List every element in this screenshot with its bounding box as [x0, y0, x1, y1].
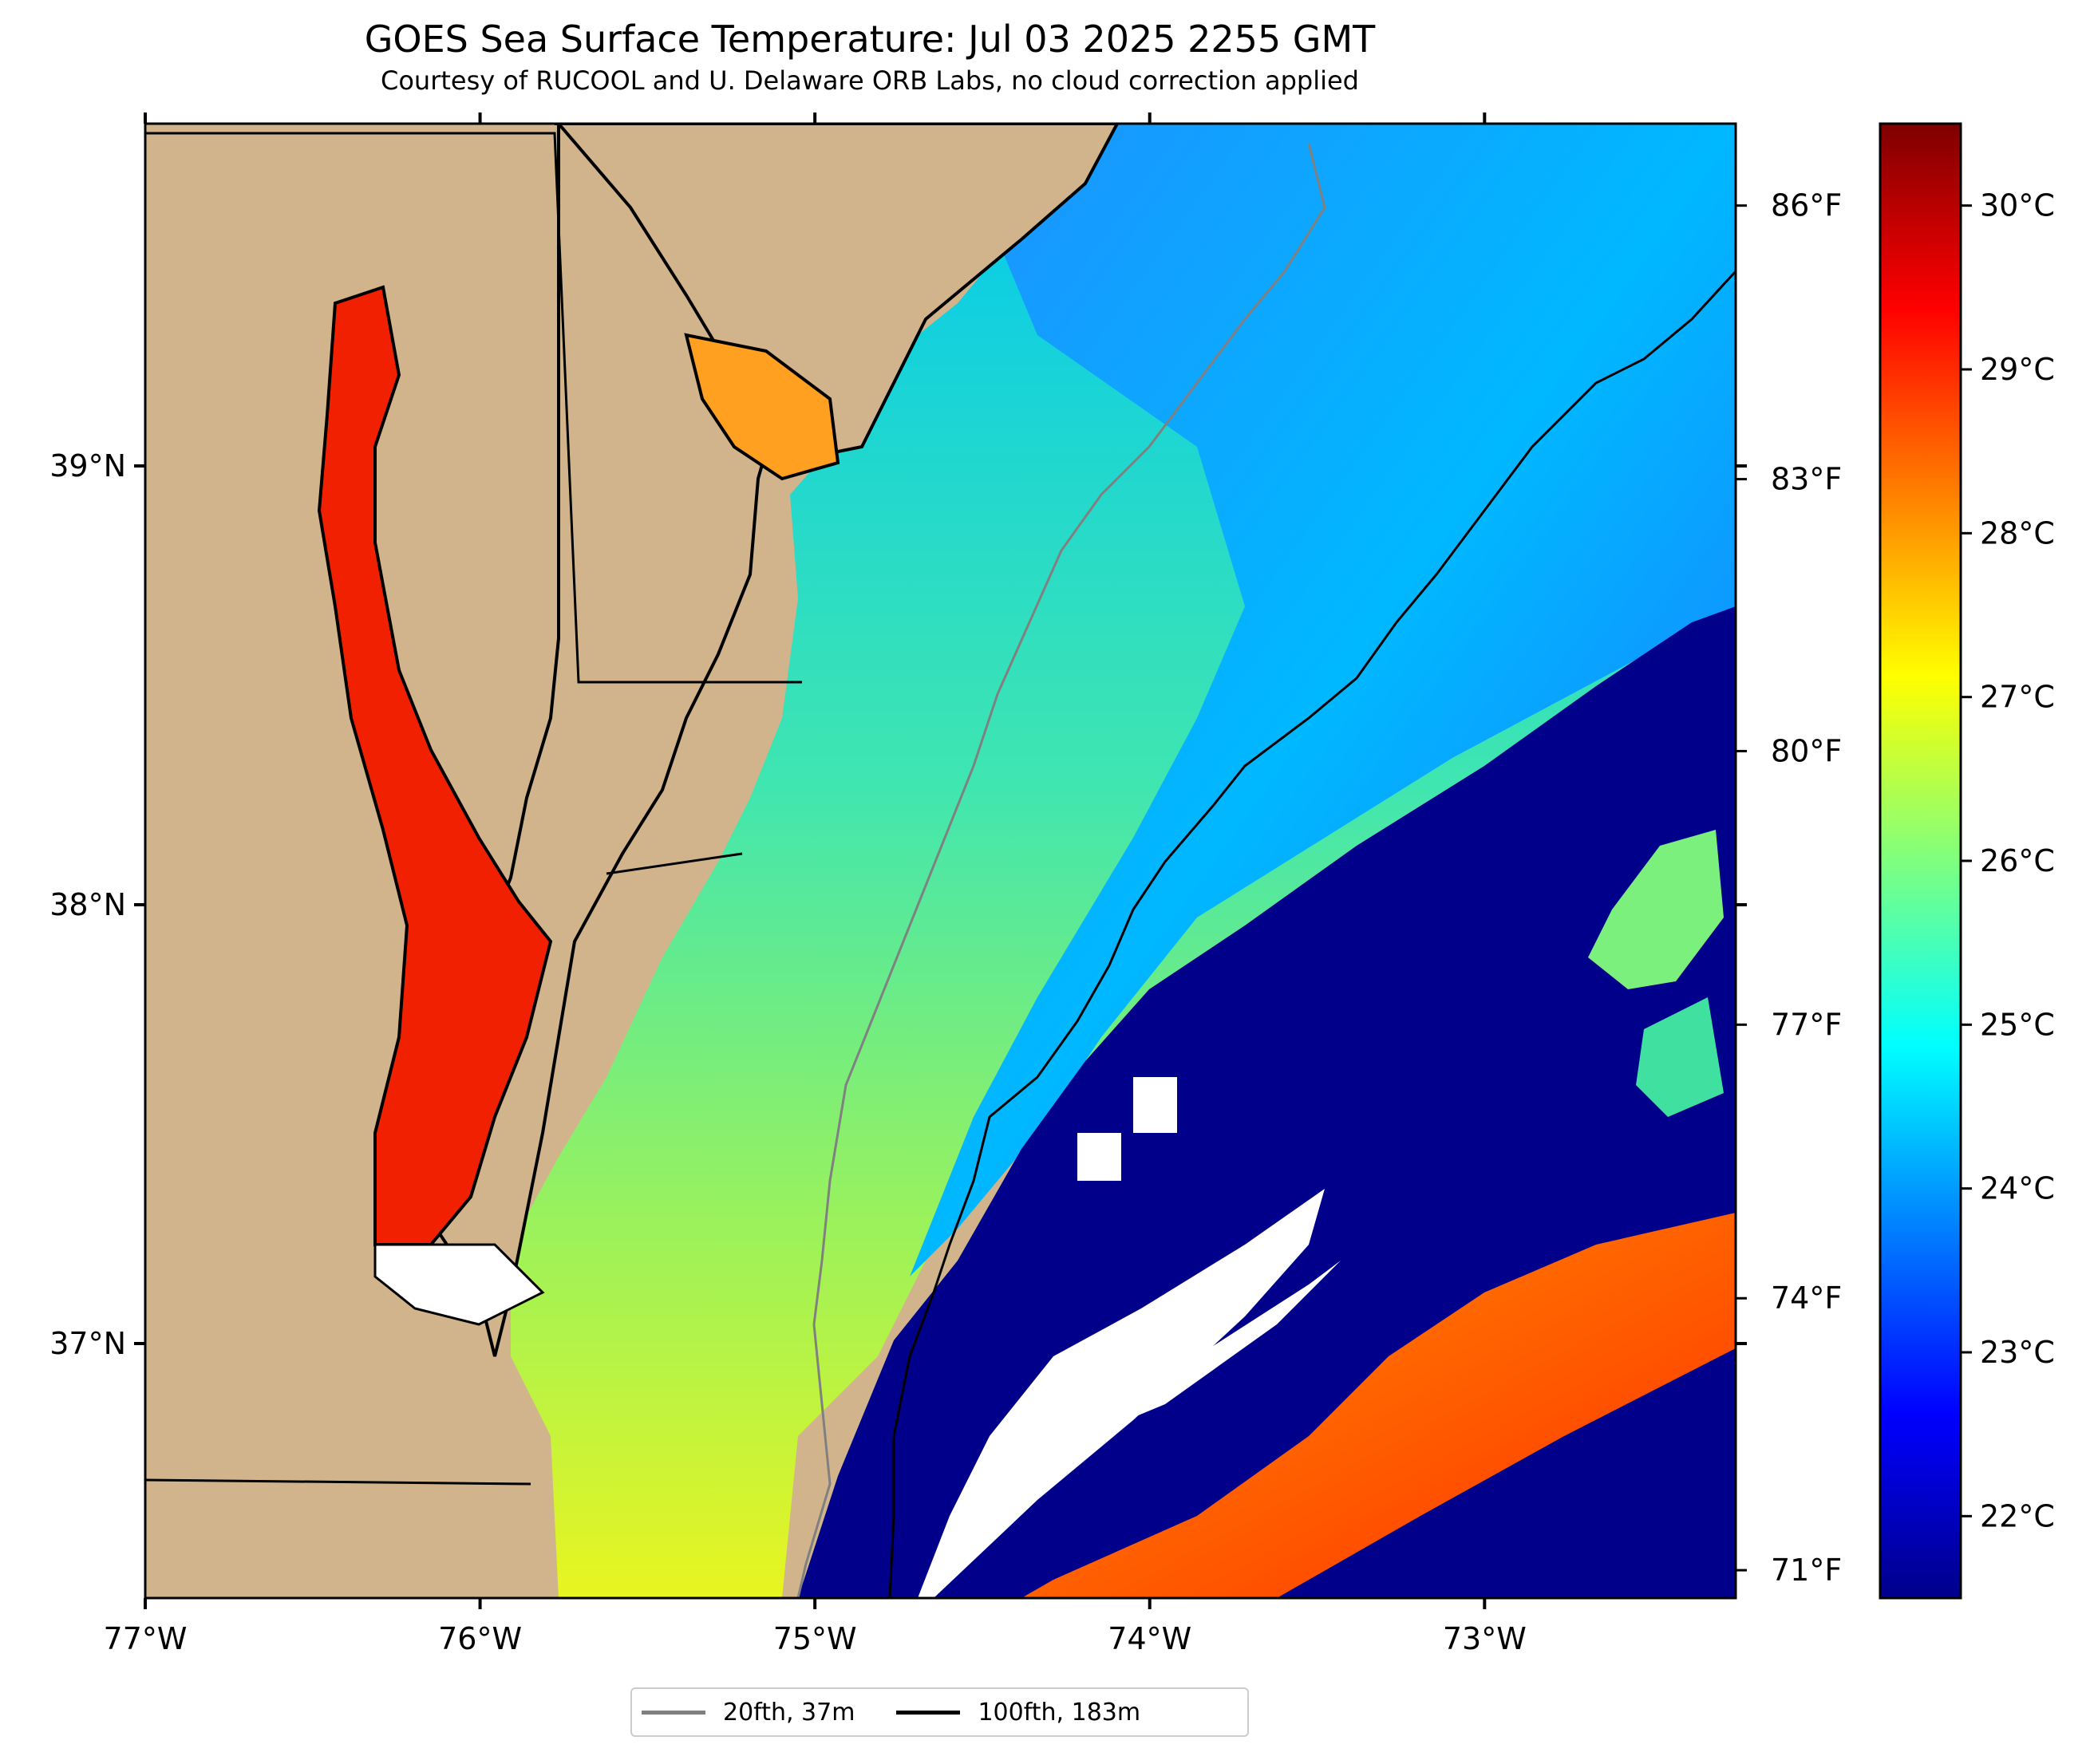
- warm-eddy-patch: [1588, 830, 1724, 989]
- map-panel: [145, 124, 1736, 1598]
- contour-legend: 20fth, 37m 100fth, 183m: [630, 1687, 1249, 1737]
- lon-tick-label: 74°W: [1108, 1621, 1191, 1656]
- cloud-patch: [1133, 1077, 1177, 1133]
- delaware-bay: [684, 333, 840, 481]
- fahrenheit-tick-label: 71°F: [1771, 1553, 1842, 1588]
- lat-tick-label: 38°N: [49, 887, 126, 922]
- warm-eddy-patch-2: [1636, 997, 1724, 1117]
- colorbar-tick-label: 22°C: [1980, 1498, 2055, 1533]
- colorbar-tick-label: 23°C: [1980, 1335, 2055, 1370]
- fahrenheit-tick-label: 80°F: [1771, 733, 1842, 768]
- latitude-axis: 39°N 38°N 37°N: [49, 448, 1747, 1361]
- lon-tick-label: 73°W: [1443, 1621, 1527, 1656]
- lon-tick-label: 75°W: [773, 1621, 857, 1656]
- fahrenheit-axis: 86°F 83°F 80°F 77°F 74°F 71°F: [1736, 188, 1842, 1588]
- chesapeake-bay: [317, 285, 553, 1246]
- fahrenheit-tick-label: 86°F: [1771, 188, 1842, 223]
- legend-item-20fth: 20fth, 37m: [642, 1699, 855, 1727]
- legend-swatch-20fth: [642, 1710, 705, 1715]
- offshore-water: [910, 124, 1736, 1277]
- cloud-streak: [918, 1189, 1325, 1598]
- legend-item-100fth: 100fth, 183m: [896, 1699, 1140, 1727]
- legend-label-100fth: 100fth, 183m: [978, 1698, 1141, 1727]
- fahrenheit-tick-label: 83°F: [1771, 462, 1842, 497]
- contour-100fth: [888, 270, 1736, 1598]
- state-border: [145, 132, 802, 1486]
- colorbar-tick-label: 30°C: [1980, 188, 2055, 223]
- map-subtitle: Courtesy of RUCOOL and U. Delaware ORB L…: [381, 65, 1359, 96]
- colorbar-tick-label: 27°C: [1980, 680, 2055, 715]
- cloud-patch-2: [1077, 1133, 1121, 1181]
- colorbar-tick-label: 24°C: [1980, 1171, 2055, 1206]
- lon-tick-label: 76°W: [438, 1621, 522, 1656]
- contour-20fth: [796, 143, 1326, 1598]
- colorbar-tick-label: 28°C: [1980, 515, 2055, 551]
- longitude-axis: 77°W 76°W 75°W 74°W 73°W: [104, 112, 1527, 1656]
- lat-tick-label: 39°N: [49, 448, 126, 483]
- map-title: GOES Sea Surface Temperature: Jul 03 202…: [364, 18, 1376, 61]
- gulf-stream: [1021, 1213, 1736, 1598]
- colorbar-tick-label: 25°C: [1980, 1007, 2055, 1042]
- colorbar-axis: 30°C 29°C 28°C 27°C 26°C 25°C 24°C 23°C 22°C: [1961, 188, 2055, 1533]
- fahrenheit-tick-label: 77°F: [1771, 1007, 1842, 1042]
- lat-tick-label: 37°N: [49, 1326, 126, 1361]
- fahrenheit-tick-label: 74°F: [1771, 1281, 1842, 1316]
- legend-label-20fth: 20fth, 37m: [723, 1698, 855, 1727]
- legend-swatch-100fth: [896, 1710, 961, 1715]
- new-jersey-coast: [556, 124, 1120, 465]
- cloud-streak-2: [1069, 1261, 1341, 1444]
- colorbar-tick-label: 29°C: [1980, 352, 2055, 387]
- colorbar: [1879, 122, 1962, 1600]
- bay-mouth-cloud: [373, 1243, 545, 1326]
- map-frame: [144, 122, 1737, 1600]
- colorbar-tick-label: 26°C: [1980, 843, 2055, 878]
- lon-tick-label: 77°W: [104, 1621, 188, 1656]
